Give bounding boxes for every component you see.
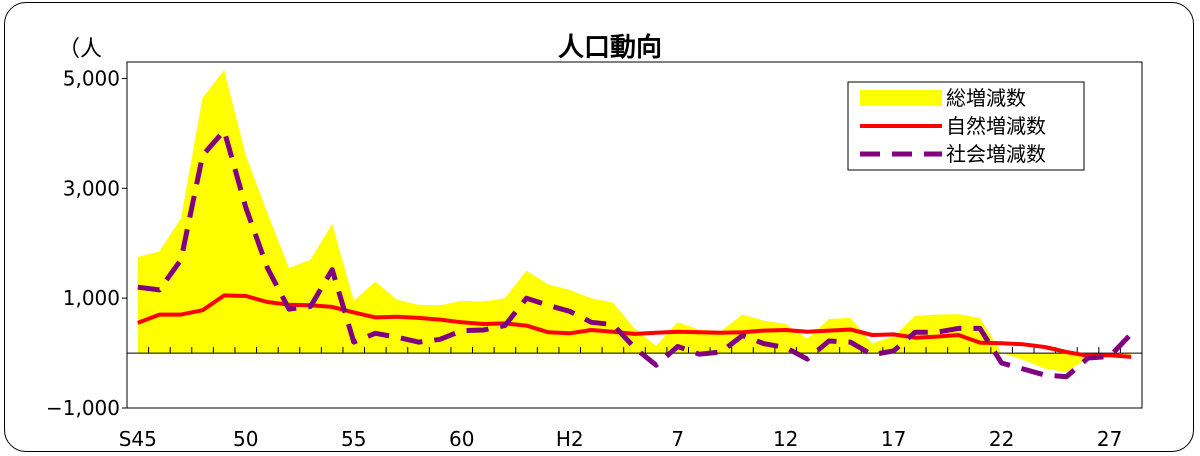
series-line-natural: [137, 293, 1132, 359]
line-layer: [137, 128, 1134, 380]
x-tick-label: 7: [671, 427, 684, 451]
legend-label: 自然増減数: [946, 114, 1046, 138]
y-axis-unit-label: （人: [58, 37, 102, 62]
chart-title: 人口動向: [558, 32, 662, 63]
x-tick-label: 12: [773, 427, 798, 451]
legend-label: 社会増減数: [946, 142, 1046, 166]
y-tick-label: −1,000: [46, 396, 120, 420]
x-tick-label: 27: [1097, 427, 1122, 451]
y-tick-label: 5,000: [63, 66, 120, 90]
area-layer: [137, 70, 1132, 373]
y-tick-label: 1,000: [63, 286, 120, 310]
chart-frame: [4, 2, 1194, 452]
plot-area: [126, 61, 1143, 409]
x-tick-label: H2: [556, 427, 584, 451]
y-tick-label: 3,000: [63, 176, 120, 200]
x-tick-label: S45: [119, 427, 157, 451]
x-tick-label: 55: [341, 427, 366, 451]
x-axis-tick-labels: S45 50 55 60 H2 7 12 17 22 27: [119, 427, 1123, 451]
legend-label: 総増減数: [946, 86, 1026, 110]
x-tick-label: 60: [449, 427, 474, 451]
x-tick-label: 22: [989, 427, 1014, 451]
x-tick-label: 50: [233, 427, 258, 451]
x-tick-label: 17: [881, 427, 906, 451]
y-axis-tick-labels: 5,000 3,000 1,000 −1,000: [46, 66, 127, 420]
series-area-total: [137, 70, 1132, 373]
legend-swatch-total: [860, 90, 942, 106]
